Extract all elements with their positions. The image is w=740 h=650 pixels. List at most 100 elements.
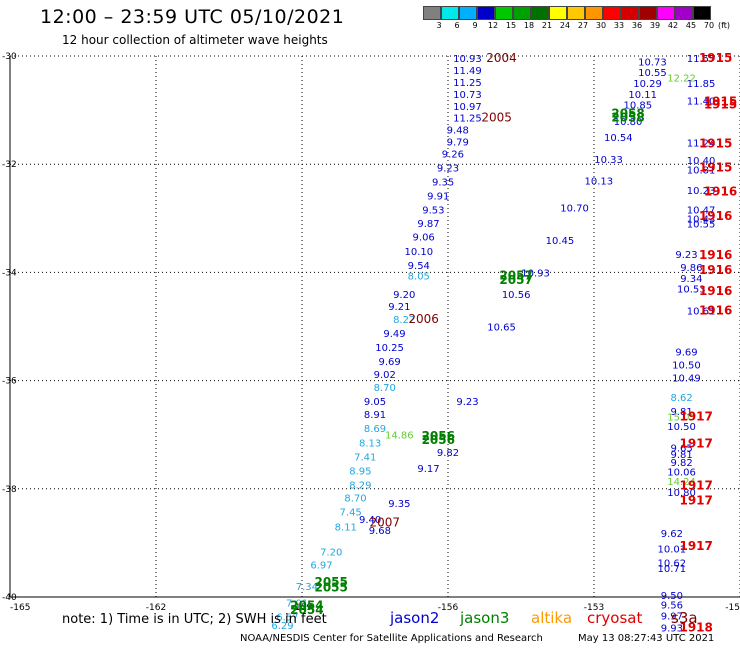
generated-timestamp: May 13 08:27:43 UTC 2021 bbox=[578, 633, 715, 644]
data-label: 2055 bbox=[314, 580, 347, 594]
data-label: 9.06 bbox=[413, 233, 435, 244]
y-tick-label: -32 bbox=[2, 160, 17, 170]
colorbar-swatch bbox=[495, 6, 513, 20]
data-label: 10.54 bbox=[604, 133, 633, 144]
data-label: 9.23 bbox=[675, 250, 697, 261]
data-label: 8.29 bbox=[349, 480, 371, 491]
data-label: 9.53 bbox=[422, 206, 444, 217]
data-label: 1915 bbox=[704, 94, 737, 108]
colorbar-label: 27 bbox=[577, 21, 589, 30]
colorbar bbox=[423, 6, 711, 20]
data-label: 8.91 bbox=[364, 410, 386, 421]
data-label: 1915 bbox=[699, 160, 732, 174]
data-label: 10.73 bbox=[453, 90, 482, 101]
data-label: 10.71 bbox=[658, 564, 687, 575]
data-label: 15.05 bbox=[667, 412, 696, 423]
data-label: 9.82 bbox=[437, 448, 459, 459]
data-label: 10.10 bbox=[404, 247, 433, 258]
data-label: 10.29 bbox=[633, 79, 662, 90]
data-label: 9.56 bbox=[661, 601, 683, 612]
data-label: 10.23 bbox=[687, 186, 716, 197]
data-label: 2057 bbox=[499, 273, 532, 287]
data-label: 8.11 bbox=[335, 523, 357, 534]
data-label: 2055 bbox=[314, 575, 347, 589]
colorbar-label: 36 bbox=[631, 21, 643, 30]
data-label: 2056 bbox=[422, 433, 455, 447]
data-label: 10.55 bbox=[638, 68, 667, 79]
data-label: 9.81 bbox=[670, 407, 692, 418]
data-label: 9.20 bbox=[393, 290, 415, 301]
data-label: 10.80 bbox=[614, 117, 643, 128]
colorbar-swatch bbox=[477, 6, 495, 20]
data-label: 10.01 bbox=[658, 544, 687, 555]
data-label: 2005 bbox=[481, 111, 512, 125]
data-label: 9.48 bbox=[447, 126, 469, 137]
data-label: 1917 bbox=[679, 494, 712, 508]
data-label: 7.45 bbox=[340, 508, 362, 519]
data-label: 9.91 bbox=[427, 192, 449, 203]
data-label: 10.65 bbox=[487, 323, 516, 334]
data-label: 2007 bbox=[369, 515, 400, 529]
data-label: 1916 bbox=[704, 184, 737, 198]
data-label: 9.93 bbox=[661, 623, 683, 634]
data-label: 10.43 bbox=[687, 214, 716, 225]
x-tick-label: -156 bbox=[438, 603, 459, 613]
data-label: 9.82 bbox=[670, 458, 692, 469]
colorbar-swatch bbox=[585, 6, 603, 20]
data-label: 10.80 bbox=[667, 488, 696, 499]
data-label: 1916 bbox=[699, 248, 732, 262]
data-label: 10.45 bbox=[546, 236, 575, 247]
x-tick-label: -15 bbox=[725, 603, 740, 613]
data-label: 2058 bbox=[611, 111, 644, 125]
colorbar-swatch bbox=[603, 6, 621, 20]
data-label: 10.47 bbox=[687, 206, 716, 217]
colorbar-swatch bbox=[657, 6, 675, 20]
y-tick-label: -40 bbox=[2, 593, 17, 603]
y-tick-label: -36 bbox=[2, 377, 17, 387]
legend-entry-cryosat: cryosat bbox=[587, 609, 643, 627]
data-label: 11.85 bbox=[687, 79, 716, 90]
data-label: 10.11 bbox=[628, 90, 657, 101]
data-label: 9.65 bbox=[670, 444, 692, 455]
data-label: 2058 bbox=[611, 106, 644, 120]
data-label: 1917 bbox=[679, 479, 712, 493]
data-label: 11.49 bbox=[453, 66, 482, 77]
data-label: 2004 bbox=[486, 51, 517, 65]
data-label: 2054 bbox=[290, 599, 323, 613]
colorbar-label: 30 bbox=[595, 21, 607, 30]
data-label: 14.24 bbox=[667, 477, 696, 488]
data-label: 9.21 bbox=[388, 302, 410, 313]
data-label: 2056 bbox=[422, 429, 455, 443]
data-label: 10.40 bbox=[687, 156, 716, 167]
colorbar-swatch bbox=[459, 6, 477, 20]
data-label: 10.53 bbox=[677, 285, 706, 296]
data-label: 8.70 bbox=[344, 493, 366, 504]
y-tick-label: -38 bbox=[2, 485, 17, 495]
colorbar-swatch bbox=[441, 6, 459, 20]
data-label: 14.86 bbox=[385, 431, 414, 442]
colorbar-swatch bbox=[423, 6, 441, 20]
data-label: 1917 bbox=[679, 409, 712, 423]
colorbar-swatch bbox=[621, 6, 639, 20]
data-label: 2057 bbox=[499, 269, 532, 283]
data-label: 10.06 bbox=[667, 467, 696, 478]
data-label: 9.26 bbox=[442, 149, 464, 160]
colorbar-label: 70 bbox=[703, 21, 715, 30]
data-label: 9.86 bbox=[680, 263, 702, 274]
data-label: 10.97 bbox=[453, 102, 482, 113]
data-label: 9.68 bbox=[369, 526, 391, 537]
data-label: 7.34 bbox=[296, 582, 318, 593]
data-label: 9.35 bbox=[432, 178, 454, 189]
data-label: 7.01 bbox=[286, 598, 308, 609]
colorbar-label: 3 bbox=[436, 21, 442, 30]
data-label: 12.22 bbox=[667, 74, 696, 85]
data-label: 1916 bbox=[699, 263, 732, 277]
data-label: 9.81 bbox=[670, 450, 692, 461]
x-tick-label: -165 bbox=[10, 603, 30, 613]
data-label: 9.50 bbox=[661, 591, 683, 602]
colorbar-labels: 3 6 9 12 15 18 21 24 27 30 33 36 39 42 45 70 bbox=[423, 21, 740, 33]
data-label: 11.57 bbox=[687, 54, 716, 65]
data-label: 1917 bbox=[679, 436, 712, 450]
footer-note: note: 1) Time is in UTC; 2) SWH is in fe… bbox=[62, 612, 327, 627]
colorbar-swatch bbox=[567, 6, 585, 20]
